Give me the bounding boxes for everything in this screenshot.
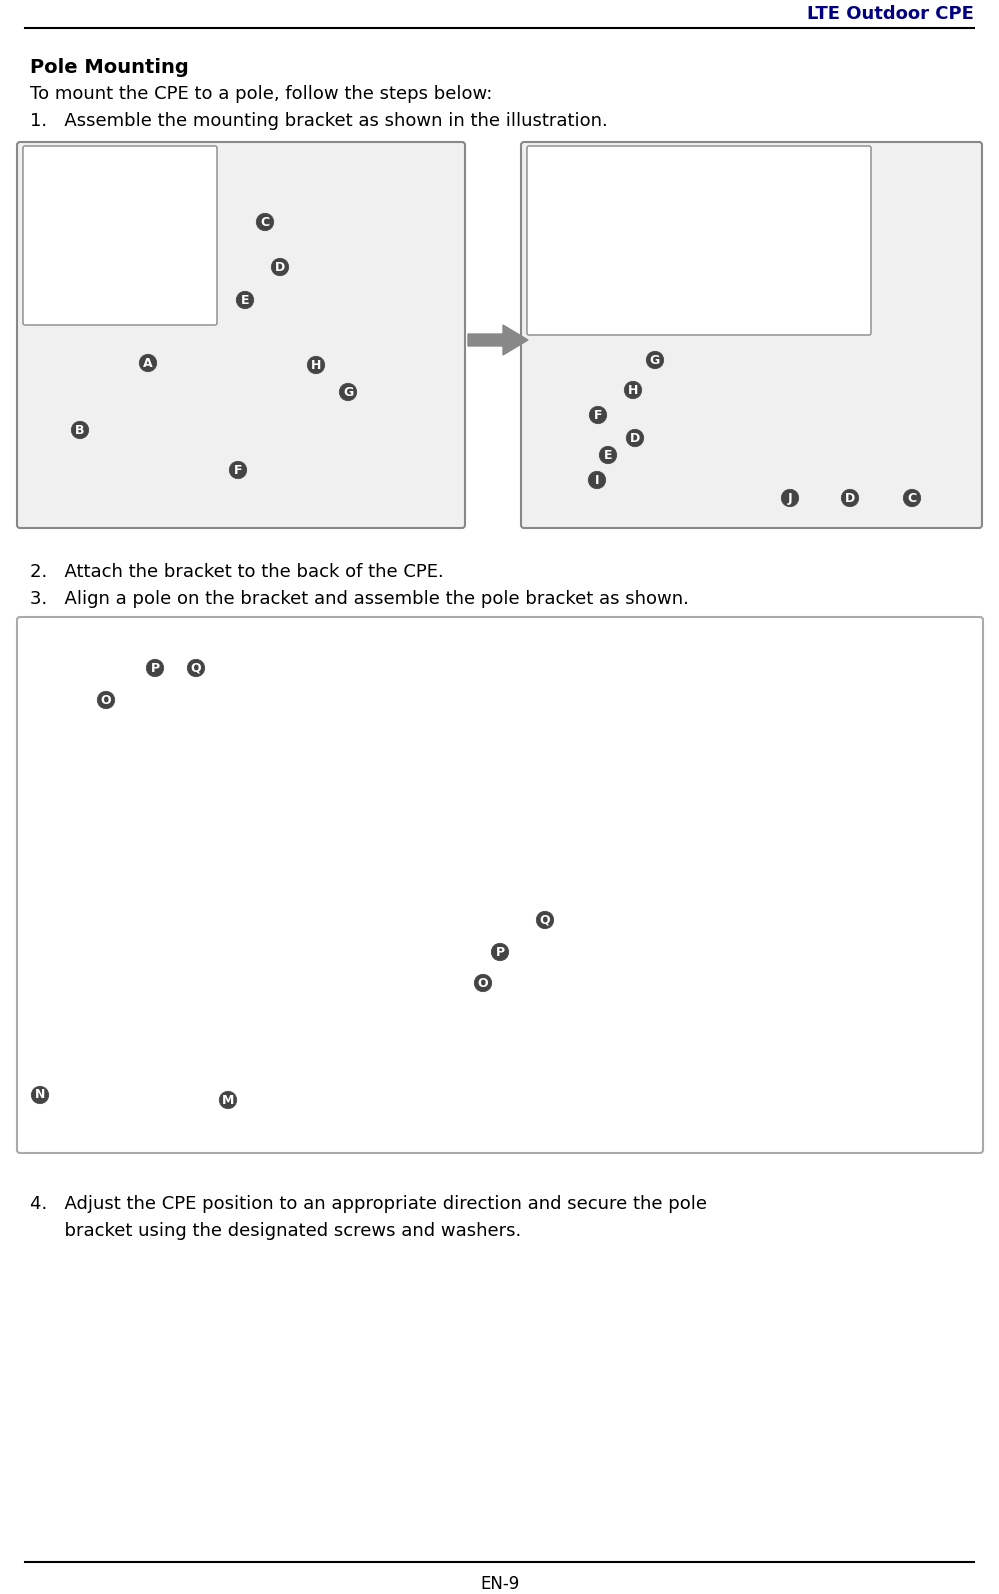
Text: C: C [907, 491, 916, 504]
FancyBboxPatch shape [17, 617, 983, 1152]
Text: bracket using the designated screws and washers.: bracket using the designated screws and … [30, 1223, 521, 1240]
Text: D: D [275, 260, 285, 274]
Text: D: D [845, 491, 855, 504]
Text: N: N [35, 1089, 45, 1101]
Text: M: M [222, 1093, 234, 1106]
Text: F: F [234, 464, 242, 477]
Text: H: H [311, 359, 322, 371]
Text: Q: Q [191, 662, 202, 674]
Text: E: E [603, 448, 612, 462]
Text: G: G [343, 386, 353, 398]
Text: A: A [143, 357, 153, 370]
Text: P: P [151, 662, 160, 674]
FancyBboxPatch shape [23, 147, 217, 325]
Text: P: P [496, 945, 504, 958]
Text: 1.   Assemble the mounting bracket as shown in the illustration.: 1. Assemble the mounting bracket as show… [30, 112, 607, 131]
Text: B: B [75, 424, 85, 437]
Text: 4.   Adjust the CPE position to an appropriate direction and secure the pole: 4. Adjust the CPE position to an appropr… [30, 1196, 707, 1213]
Text: J: J [787, 491, 792, 504]
FancyBboxPatch shape [17, 142, 465, 528]
Text: E: E [241, 293, 249, 306]
Text: H: H [627, 384, 638, 397]
Text: G: G [650, 354, 660, 367]
Text: 2.   Attach the bracket to the back of the CPE.: 2. Attach the bracket to the back of the… [30, 563, 444, 580]
Text: O: O [478, 977, 489, 990]
Text: Q: Q [539, 913, 550, 926]
FancyBboxPatch shape [521, 142, 982, 528]
Text: To mount the CPE to a pole, follow the steps below:: To mount the CPE to a pole, follow the s… [30, 84, 493, 104]
Text: O: O [101, 693, 111, 706]
Text: Pole Mounting: Pole Mounting [30, 57, 189, 77]
Text: F: F [593, 408, 602, 421]
Polygon shape [468, 325, 528, 355]
Text: C: C [261, 215, 270, 228]
Text: LTE Outdoor CPE: LTE Outdoor CPE [807, 5, 974, 22]
Text: I: I [594, 473, 599, 486]
Text: EN-9: EN-9 [480, 1575, 519, 1592]
FancyBboxPatch shape [527, 147, 871, 335]
Text: D: D [630, 432, 640, 445]
Text: 3.   Align a pole on the bracket and assemble the pole bracket as shown.: 3. Align a pole on the bracket and assem… [30, 590, 689, 607]
